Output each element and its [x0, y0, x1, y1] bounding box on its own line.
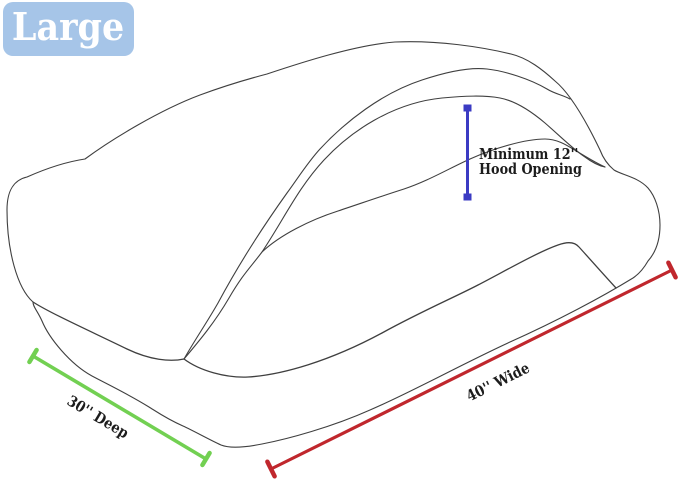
depth-arrow-cap-left [27, 347, 39, 365]
hood-opening-label-line1: Minimum 12'' [479, 146, 579, 163]
depth-arrow [27, 347, 212, 468]
width-arrow-cap-right [666, 260, 678, 280]
cushion-front-edge [183, 241, 617, 378]
width-arrow-line [269, 268, 674, 471]
bed-outline-group [6, 41, 661, 448]
depth-arrow-cap-right [200, 450, 212, 468]
depth-arrow-line [31, 354, 208, 461]
hood-opening-label: Minimum 12'' Hood Opening [479, 147, 582, 177]
hood-opening-arrow-cap-top [463, 104, 472, 112]
hood-outer-rim [183, 68, 571, 360]
hood-inner-rim [183, 95, 606, 360]
hood-opening-arrow [463, 104, 472, 201]
bed-silhouette [6, 41, 661, 448]
hood-opening-arrow-cap-bottom [463, 193, 472, 201]
size-badge: Large [3, 2, 134, 56]
left-base-seam [32, 301, 185, 361]
width-arrow [265, 260, 678, 479]
hood-opening-label-line2: Hood Opening [479, 161, 582, 178]
width-arrow-cap-left [265, 459, 277, 479]
size-badge-label: Large [12, 4, 125, 49]
